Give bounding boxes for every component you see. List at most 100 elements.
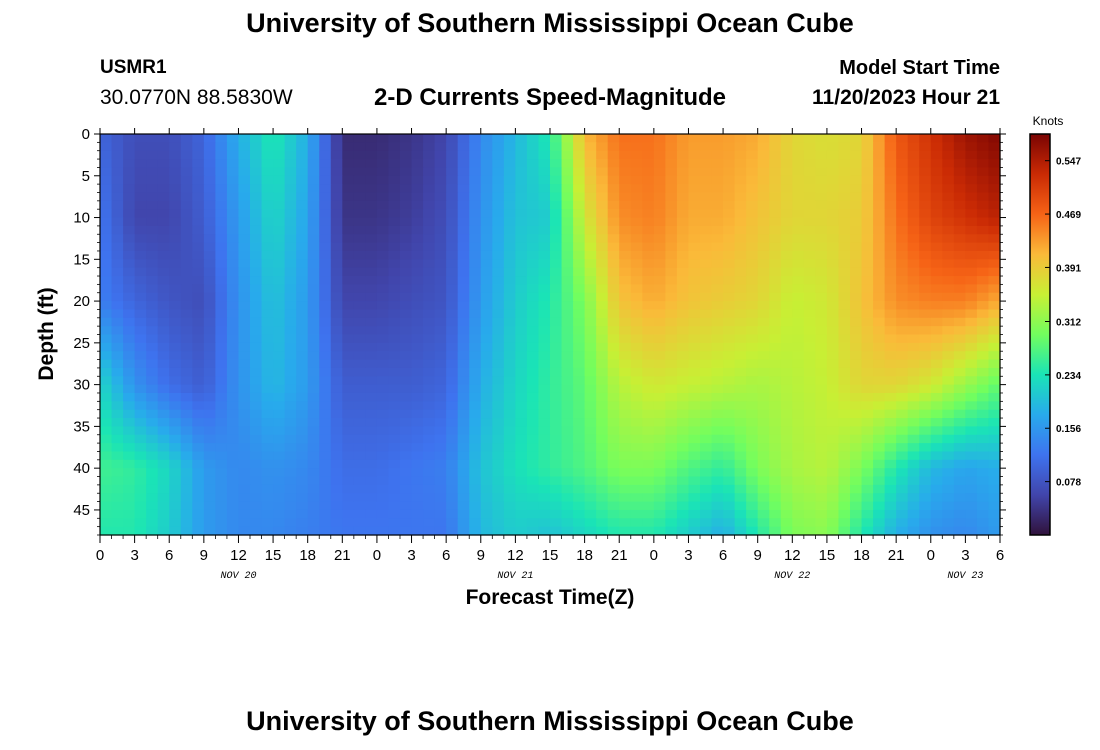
heatmap-cell bbox=[573, 184, 586, 194]
heatmap-cell bbox=[365, 284, 378, 294]
heatmap-cell bbox=[619, 342, 632, 352]
heatmap-cell bbox=[469, 484, 482, 494]
heatmap-cell bbox=[976, 175, 990, 185]
heatmap-cell bbox=[203, 326, 216, 336]
heatmap-cell bbox=[653, 484, 666, 494]
heatmap-cell bbox=[942, 409, 955, 419]
heatmap-cell bbox=[376, 209, 390, 219]
heatmap-cell bbox=[492, 392, 505, 402]
heatmap-cell bbox=[134, 200, 147, 210]
heatmap-cell bbox=[723, 142, 736, 152]
heatmap-cell bbox=[342, 334, 355, 344]
heatmap-cell bbox=[676, 326, 690, 336]
heatmap-cell bbox=[215, 317, 228, 327]
heatmap-cell bbox=[376, 159, 390, 169]
heatmap-cell bbox=[746, 459, 759, 469]
heatmap-cell bbox=[492, 426, 505, 436]
heatmap-cell bbox=[815, 200, 828, 210]
heatmap-cell bbox=[884, 292, 897, 302]
heatmap-cell bbox=[942, 134, 955, 143]
heatmap-cell bbox=[723, 267, 736, 277]
heatmap-cell bbox=[573, 376, 586, 386]
x-tick-label: 15 bbox=[265, 547, 282, 564]
heatmap-cell bbox=[653, 301, 666, 311]
heatmap-cell bbox=[584, 401, 597, 411]
heatmap-cell bbox=[942, 342, 955, 352]
heatmap-cell bbox=[907, 276, 920, 285]
heatmap-cell bbox=[226, 225, 240, 235]
heatmap-cell bbox=[134, 501, 147, 511]
heatmap-cell bbox=[215, 426, 228, 436]
heatmap-cell bbox=[850, 225, 863, 235]
heatmap-cell bbox=[665, 484, 678, 494]
heatmap-cell bbox=[434, 443, 447, 453]
heatmap-cell bbox=[769, 359, 782, 369]
heatmap-cell bbox=[342, 501, 355, 511]
heatmap-cell bbox=[180, 459, 193, 469]
heatmap-cell bbox=[642, 167, 655, 177]
heatmap-cell bbox=[550, 150, 563, 160]
heatmap-cell bbox=[815, 184, 828, 194]
heatmap-cell bbox=[930, 242, 943, 252]
heatmap-cell bbox=[376, 359, 390, 369]
heatmap-cell bbox=[803, 317, 816, 327]
heatmap-cell bbox=[930, 317, 943, 327]
heatmap-cell bbox=[884, 267, 897, 277]
heatmap-cell bbox=[976, 217, 990, 227]
heatmap-cell bbox=[503, 409, 516, 419]
heatmap-cell bbox=[365, 376, 378, 386]
heatmap-cell bbox=[261, 184, 274, 194]
heatmap-cell bbox=[607, 526, 620, 536]
heatmap-cell bbox=[607, 225, 620, 235]
heatmap-cell bbox=[873, 418, 886, 427]
heatmap-cell bbox=[884, 342, 897, 352]
heatmap-cell bbox=[930, 501, 943, 511]
heatmap-cell bbox=[561, 242, 574, 252]
heatmap-cell bbox=[792, 518, 805, 528]
x-tick-label: 21 bbox=[611, 547, 628, 564]
heatmap-cell bbox=[238, 200, 251, 210]
heatmap-cell bbox=[273, 175, 286, 185]
heatmap-cell bbox=[653, 167, 666, 177]
heatmap-cell bbox=[180, 342, 193, 352]
heatmap-cell bbox=[480, 459, 493, 469]
heatmap-cell bbox=[342, 167, 355, 177]
heatmap-cell bbox=[215, 409, 228, 419]
heatmap-cell bbox=[180, 259, 193, 269]
heatmap-cell bbox=[976, 250, 990, 260]
heatmap-cell bbox=[169, 250, 182, 260]
heatmap-cell bbox=[169, 509, 182, 519]
heatmap-cell bbox=[100, 292, 113, 302]
heatmap-cell bbox=[653, 351, 666, 361]
heatmap-cell bbox=[503, 418, 516, 427]
heatmap-cell bbox=[850, 334, 863, 344]
heatmap-cell bbox=[503, 518, 516, 528]
heatmap-cell bbox=[400, 217, 413, 227]
heatmap-cell bbox=[861, 359, 874, 369]
heatmap-cell bbox=[734, 484, 747, 494]
heatmap-cell bbox=[388, 142, 401, 152]
heatmap-cell bbox=[492, 134, 505, 143]
heatmap-cell bbox=[953, 526, 966, 536]
heatmap-cell bbox=[676, 418, 690, 427]
heatmap-cell bbox=[515, 134, 528, 143]
heatmap-cell bbox=[780, 209, 793, 219]
heatmap-cell bbox=[584, 276, 597, 285]
heatmap-cell bbox=[469, 225, 482, 235]
heatmap-cell bbox=[596, 459, 609, 469]
heatmap-cell bbox=[515, 459, 528, 469]
heatmap-cell bbox=[769, 184, 782, 194]
heatmap-cell bbox=[711, 267, 724, 277]
heatmap-cell bbox=[803, 392, 816, 402]
heatmap-cell bbox=[123, 376, 136, 386]
heatmap-cell bbox=[111, 501, 124, 511]
heatmap-cell bbox=[134, 267, 147, 277]
heatmap-cell bbox=[169, 443, 182, 453]
heatmap-cell bbox=[411, 192, 424, 202]
heatmap-cell bbox=[838, 167, 851, 177]
heatmap-cell bbox=[780, 309, 793, 319]
heatmap-cell bbox=[665, 159, 678, 169]
heatmap-cell bbox=[469, 209, 482, 219]
heatmap-cell bbox=[734, 242, 747, 252]
heatmap-cell bbox=[896, 334, 909, 344]
